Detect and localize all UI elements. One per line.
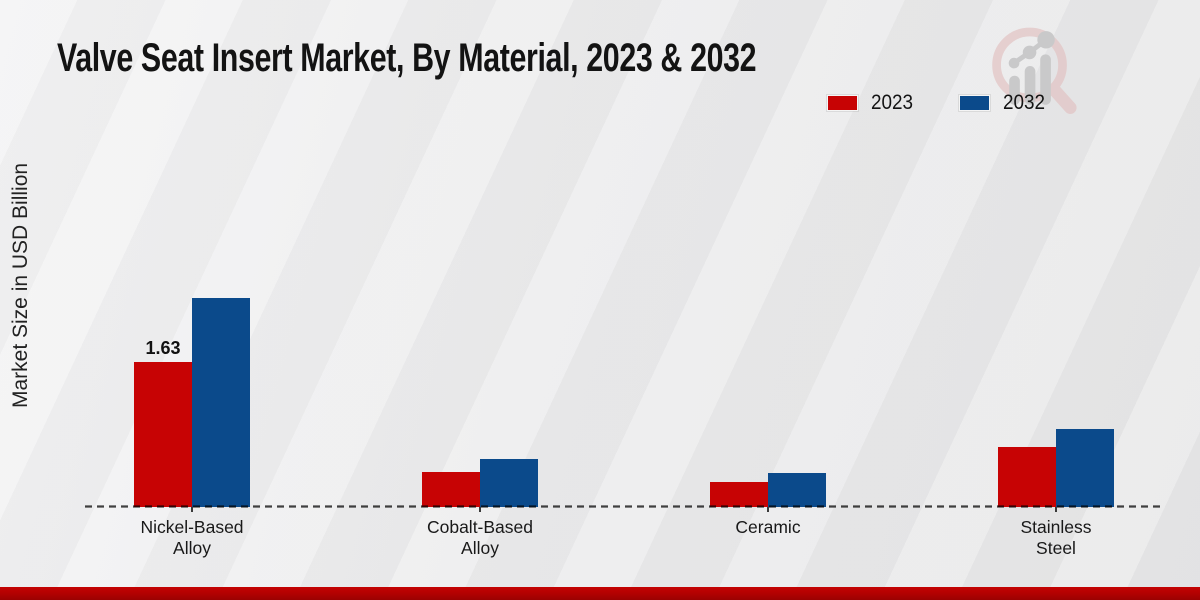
bar-2032-cobalt-based-alloy[interactable] bbox=[480, 459, 538, 507]
category-label-stainless-steel: Stainless Steel bbox=[1020, 517, 1092, 558]
bar-2032-nickel-based-alloy[interactable] bbox=[192, 298, 250, 507]
bar-2023-cobalt-based-alloy[interactable] bbox=[422, 472, 480, 507]
legend-item-2023[interactable]: 2023 bbox=[826, 91, 918, 115]
y-axis-label: Market Size in USD Billion bbox=[9, 162, 32, 408]
legend: 2023 2032 bbox=[826, 91, 1050, 115]
axis-tick bbox=[479, 507, 481, 512]
legend-item-2032[interactable]: 2032 bbox=[959, 91, 1050, 115]
bar-2032-stainless-steel[interactable] bbox=[1056, 429, 1114, 507]
legend-label: 2032 bbox=[1003, 91, 1046, 114]
bar-group-ceramic: Ceramic bbox=[624, 0, 912, 537]
axis-tick bbox=[191, 507, 193, 512]
magnifier-growth-chart-logo bbox=[992, 27, 1077, 115]
category-label-ceramic: Ceramic bbox=[735, 517, 801, 537]
bar-2023-nickel-based-alloy[interactable]: 1.63 bbox=[134, 338, 192, 507]
bar-group-stainless-steel: Stainless Steel bbox=[912, 0, 1200, 558]
bar-2023-stainless-steel[interactable] bbox=[998, 447, 1056, 507]
bar-2032-ceramic[interactable] bbox=[768, 473, 826, 507]
axis-tick bbox=[767, 507, 769, 512]
axis-tick bbox=[1055, 507, 1057, 512]
legend-label: 2023 bbox=[870, 91, 913, 114]
legend-swatch bbox=[959, 95, 991, 111]
bar-2023-ceramic[interactable] bbox=[710, 482, 768, 507]
bar-group-cobalt-based-alloy: Cobalt-Based Alloy bbox=[336, 0, 624, 558]
bar-value-label: 1.63 bbox=[145, 338, 181, 358]
plot-area: 1.63 Nickel-Based Alloy Cobalt-Based Alloy Ce… bbox=[48, 0, 1200, 558]
chart-title: Valve Seat Insert Market, By Material, 2… bbox=[57, 36, 757, 80]
bottom-accent-bar bbox=[0, 587, 1200, 600]
category-label-cobalt-based-alloy: Cobalt-Based Alloy bbox=[426, 517, 534, 558]
legend-swatch bbox=[826, 95, 858, 111]
bar-group-nickel-based-alloy: 1.63 Nickel-Based Alloy bbox=[48, 0, 336, 558]
category-label-nickel-based-alloy: Nickel-Based Alloy bbox=[140, 517, 244, 558]
